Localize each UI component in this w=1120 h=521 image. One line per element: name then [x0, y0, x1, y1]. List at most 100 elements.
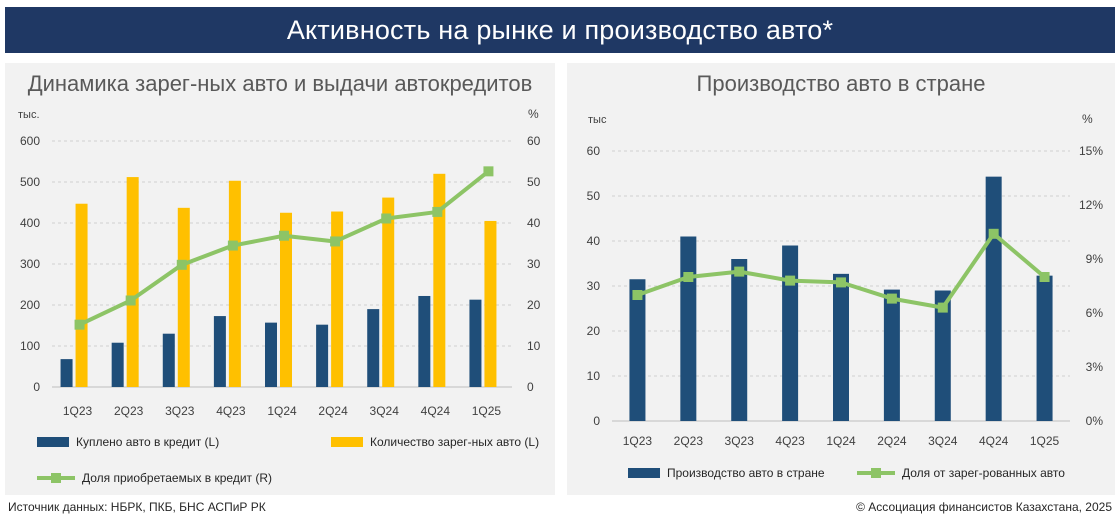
y-right-tick-label: 0 [527, 380, 534, 394]
y-right-tick-label: 6% [1086, 306, 1104, 320]
line-point [279, 230, 289, 241]
y-right-tick-label: 9% [1086, 252, 1104, 266]
x-tick-label: 2Q23 [114, 404, 144, 418]
y-left-tick-label: 500 [20, 175, 40, 189]
bar [782, 245, 799, 421]
x-tick-label: 3Q23 [725, 434, 755, 448]
line-point [74, 319, 85, 330]
legend-label: Доля приобретаемых в кредит (R) [82, 471, 272, 485]
y-right-tick-label: 3% [1086, 360, 1104, 374]
y-left-tick-label: 100 [20, 339, 40, 353]
x-tick-label: 1Q23 [623, 434, 653, 448]
y-left-tick-label: 200 [20, 298, 40, 312]
y-left-tick-label: 400 [20, 216, 40, 230]
bar [280, 212, 292, 387]
x-tick-label: 1Q25 [1030, 434, 1060, 448]
bar [162, 333, 175, 387]
line-point [734, 266, 745, 277]
bar [60, 359, 73, 387]
line-point [683, 272, 694, 282]
y-right-tick-label: 15% [1079, 144, 1103, 158]
x-tick-label: 2Q24 [318, 404, 348, 418]
chart-title: Производство авто в стране [696, 71, 986, 96]
bar [1036, 275, 1053, 421]
page-title: Активность на рынке и производство авто* [286, 14, 834, 45]
x-tick-label: 4Q24 [421, 404, 451, 418]
x-tick-label: 2Q23 [674, 434, 704, 448]
bar [418, 295, 431, 387]
copyright-note: © Ассоциация финансистов Казахстана, 202… [856, 500, 1112, 514]
line-point [937, 302, 948, 313]
x-tick-label: 4Q23 [775, 434, 805, 448]
line-point [125, 295, 136, 306]
legend-swatch-marker [871, 468, 881, 478]
bar [111, 342, 124, 387]
source-note: Источник данных: НБРК, ПКБ, БНС АСПиР РК [8, 500, 266, 514]
bar [331, 211, 344, 387]
page-header: Активность на рынке и производство авто* [5, 7, 1115, 53]
legend-swatch-marker [51, 473, 61, 483]
y-left-tick-label: 600 [20, 134, 40, 148]
y-left-tick-label: 300 [20, 257, 40, 271]
legend-swatch [628, 468, 660, 478]
bar [433, 173, 446, 387]
legend-swatch [331, 437, 363, 447]
x-tick-label: 1Q25 [472, 404, 502, 418]
bar [316, 324, 329, 387]
line-point [176, 259, 187, 270]
line-point [330, 236, 341, 247]
y-right-tick-label: 60 [527, 134, 541, 148]
bar [731, 259, 748, 421]
chart-panel-registrations: Динамика зарег-ных авто и выдачи автокре… [5, 63, 555, 495]
x-tick-label: 3Q24 [370, 404, 400, 418]
legend-label: Производство авто в стране [667, 466, 825, 480]
y-left-tick-label: 50 [587, 189, 601, 203]
x-tick-label: 1Q24 [826, 434, 856, 448]
y-left-tick-label: 0 [33, 380, 40, 394]
bar [469, 299, 482, 387]
bar [228, 180, 241, 387]
line-point [381, 213, 392, 224]
x-tick-label: 3Q23 [165, 404, 195, 418]
bar [75, 203, 88, 387]
y-left-unit: тыс. [18, 109, 40, 121]
y-left-tick-label: 30 [587, 279, 601, 293]
bar [126, 177, 139, 387]
bar [985, 176, 1002, 421]
line-point [1039, 272, 1050, 282]
y-right-tick-label: 0% [1086, 414, 1104, 428]
y-right-unit: % [528, 107, 539, 121]
legend-label: Количество зарег-ных авто (L) [370, 435, 539, 449]
bar [484, 220, 497, 387]
y-right-unit: % [1082, 112, 1093, 126]
y-right-tick-label: 50 [527, 175, 541, 189]
x-tick-label: 4Q23 [216, 404, 246, 418]
bar [382, 197, 395, 387]
y-left-tick-label: 0 [593, 414, 600, 428]
line-point [886, 293, 897, 304]
bar [680, 236, 697, 421]
line-point [785, 275, 796, 286]
bar [629, 279, 646, 421]
line-point [483, 166, 494, 177]
x-tick-label: 4Q24 [979, 434, 1009, 448]
legend-swatch [37, 437, 69, 447]
line-point [432, 206, 443, 217]
legend-label: Доля от зарег-рованных авто [902, 466, 1065, 480]
line-point [632, 290, 643, 300]
chart-title: Динамика зарег-ных авто и выдачи автокре… [27, 71, 533, 96]
y-right-tick-label: 20 [527, 298, 541, 312]
x-tick-label: 1Q23 [63, 404, 93, 418]
bar [833, 273, 849, 421]
y-left-tick-label: 40 [587, 234, 601, 248]
x-tick-label: 3Q24 [928, 434, 958, 448]
y-left-tick-label: 20 [587, 324, 601, 338]
y-left-tick-label: 60 [587, 144, 601, 158]
bar [883, 289, 900, 421]
x-tick-label: 1Q24 [267, 404, 297, 418]
bar [367, 309, 380, 387]
y-right-tick-label: 30 [527, 257, 541, 271]
y-right-tick-label: 40 [527, 216, 541, 230]
y-left-tick-label: 10 [587, 369, 601, 383]
